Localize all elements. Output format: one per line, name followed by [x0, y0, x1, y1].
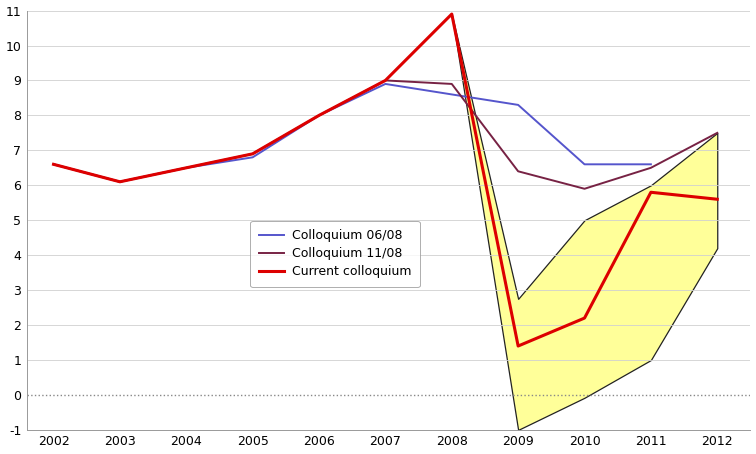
Colloquium 11/08: [713, 130, 722, 136]
Current colloquium: [181, 165, 191, 171]
Colloquium 06/08: [248, 155, 257, 160]
Line: Colloquium 11/08: Colloquium 11/08: [54, 80, 717, 189]
Colloquium 11/08: [580, 186, 589, 192]
Colloquium 11/08: [381, 78, 390, 83]
Colloquium 11/08: [181, 165, 191, 171]
Colloquium 11/08: [448, 81, 457, 87]
Current colloquium: [116, 179, 125, 184]
Colloquium 06/08: [381, 81, 390, 87]
Colloquium 11/08: [248, 151, 257, 157]
Current colloquium: [248, 151, 257, 157]
Line: Current colloquium: Current colloquium: [54, 14, 717, 346]
Current colloquium: [381, 78, 390, 83]
Colloquium 06/08: [181, 165, 191, 171]
Colloquium 06/08: [49, 162, 58, 167]
Legend: Colloquium 06/08, Colloquium 11/08, Current colloquium: Colloquium 06/08, Colloquium 11/08, Curr…: [250, 221, 420, 287]
Colloquium 11/08: [646, 165, 655, 171]
Current colloquium: [49, 162, 58, 167]
Line: Colloquium 06/08: Colloquium 06/08: [54, 84, 651, 182]
Current colloquium: [713, 197, 722, 202]
Colloquium 06/08: [448, 92, 457, 97]
Current colloquium: [646, 189, 655, 195]
Colloquium 06/08: [314, 113, 324, 118]
Colloquium 06/08: [513, 102, 522, 108]
Colloquium 11/08: [513, 168, 522, 174]
Colloquium 11/08: [49, 162, 58, 167]
Colloquium 11/08: [314, 113, 324, 118]
Current colloquium: [580, 316, 589, 321]
Colloquium 06/08: [646, 162, 655, 167]
Colloquium 06/08: [580, 162, 589, 167]
Current colloquium: [513, 343, 522, 349]
Colloquium 11/08: [116, 179, 125, 184]
Current colloquium: [314, 113, 324, 118]
Current colloquium: [448, 11, 457, 17]
Colloquium 06/08: [116, 179, 125, 184]
